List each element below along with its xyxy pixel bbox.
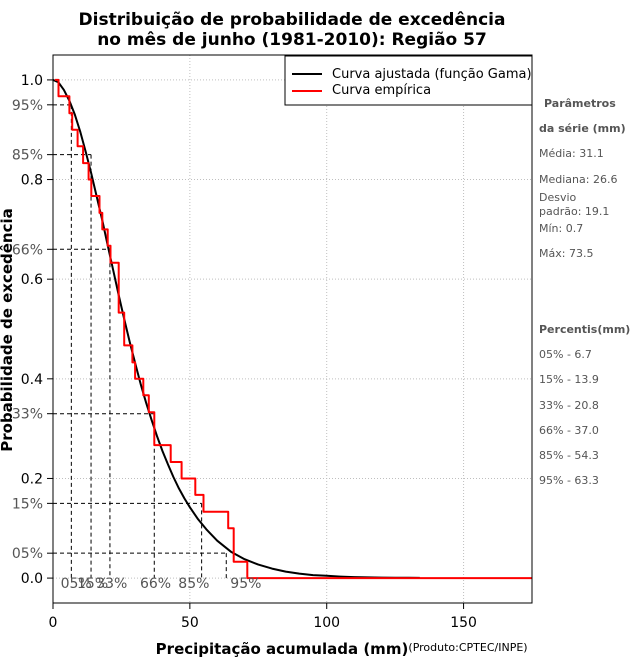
credit-text: (Produto:CPTEC/INPE)	[408, 641, 527, 654]
y-percent-tick-label: 66%	[12, 242, 43, 258]
percentile-labels: 05%15%33% 66% 85% 95%	[61, 576, 262, 592]
percentile-label: 15%	[77, 576, 108, 592]
y-tick-label: 0.2	[21, 471, 43, 487]
x-axis-label: Precipitação acumulada (mm)	[156, 640, 409, 658]
y-axis-ticks: 0.0 0.2 0.4 0.6 0.8 1.0	[21, 73, 53, 587]
percentile-label: 85%	[178, 576, 209, 592]
params-heading-1: Parâmetros	[544, 97, 616, 110]
series-line-gamma	[52, 78, 420, 579]
plot-frame	[52, 54, 533, 604]
percentil-05: 05% - 6.7	[539, 348, 592, 361]
y-percent-tick-label: 85%	[12, 148, 43, 164]
stat-mediana: Mediana: 26.6	[539, 173, 617, 186]
stat-media: Média: 31.1	[539, 147, 604, 160]
y-tick-label: 0.6	[21, 272, 43, 288]
x-tick-label: 50	[181, 615, 199, 631]
percentil-15: 15% - 13.9	[539, 373, 599, 386]
percentil-85: 85% - 54.3	[539, 449, 599, 462]
y-tick-label: 0.4	[21, 372, 43, 388]
legend-label-gamma: Curva ajustada (função Gama)	[332, 67, 532, 82]
percentil-33: 33% - 20.8	[539, 399, 599, 412]
x-tick-label: 0	[49, 615, 58, 631]
y-percent-tick-label: 95%	[12, 98, 43, 114]
percentile-guides	[53, 104, 227, 579]
x-tick-label: 100	[313, 615, 340, 631]
y-percent-ticks: 05% 15% 33% 66% 85% 95%	[12, 98, 53, 562]
percentile-label: 95%	[230, 576, 261, 592]
percentil-66: 66% - 37.0	[539, 424, 599, 437]
x-axis-ticks: 0 50 100 150	[49, 603, 477, 631]
x-tick-label: 150	[450, 615, 477, 631]
stat-desvio-1: Desvio	[539, 191, 577, 204]
series-line-empirica	[54, 78, 532, 580]
legend: Curva ajustada (função Gama) Curva empír…	[284, 55, 533, 106]
y-axis-label: Probabilidade de excedência	[0, 208, 16, 452]
y-percent-tick-label: 33%	[12, 407, 43, 423]
y-tick-label: 1.0	[21, 73, 43, 89]
percentil-95: 95% - 63.3	[539, 474, 599, 487]
percentile-label: 05%	[61, 576, 92, 592]
percentile-label: 33%	[96, 576, 127, 592]
stat-min: Mín: 0.7	[539, 222, 583, 235]
sidebar-stats: Parâmetros da série (mm) Média: 31.1 Med…	[539, 97, 630, 487]
stat-max: Máx: 73.5	[539, 247, 593, 260]
y-tick-label: 0.8	[21, 173, 43, 189]
legend-label-empirica: Curva empírica	[332, 83, 431, 98]
legend-box	[284, 55, 533, 106]
chart-title-line-1: Distribuição de probabilidade de excedên…	[79, 10, 506, 30]
series-lines	[52, 78, 532, 580]
chart-title-line-2: no mês de junho (1981-2010): Região 57	[97, 30, 487, 50]
stat-desvio-2: padrão: 19.1	[539, 205, 609, 218]
y-percent-tick-label: 15%	[12, 496, 43, 512]
percentile-label: 66%	[140, 576, 171, 592]
y-tick-label: 0.0	[21, 571, 43, 587]
percentis-heading: Percentis(mm)	[539, 323, 630, 336]
params-heading-2: da série (mm)	[539, 122, 626, 135]
y-percent-tick-label: 05%	[12, 546, 43, 562]
